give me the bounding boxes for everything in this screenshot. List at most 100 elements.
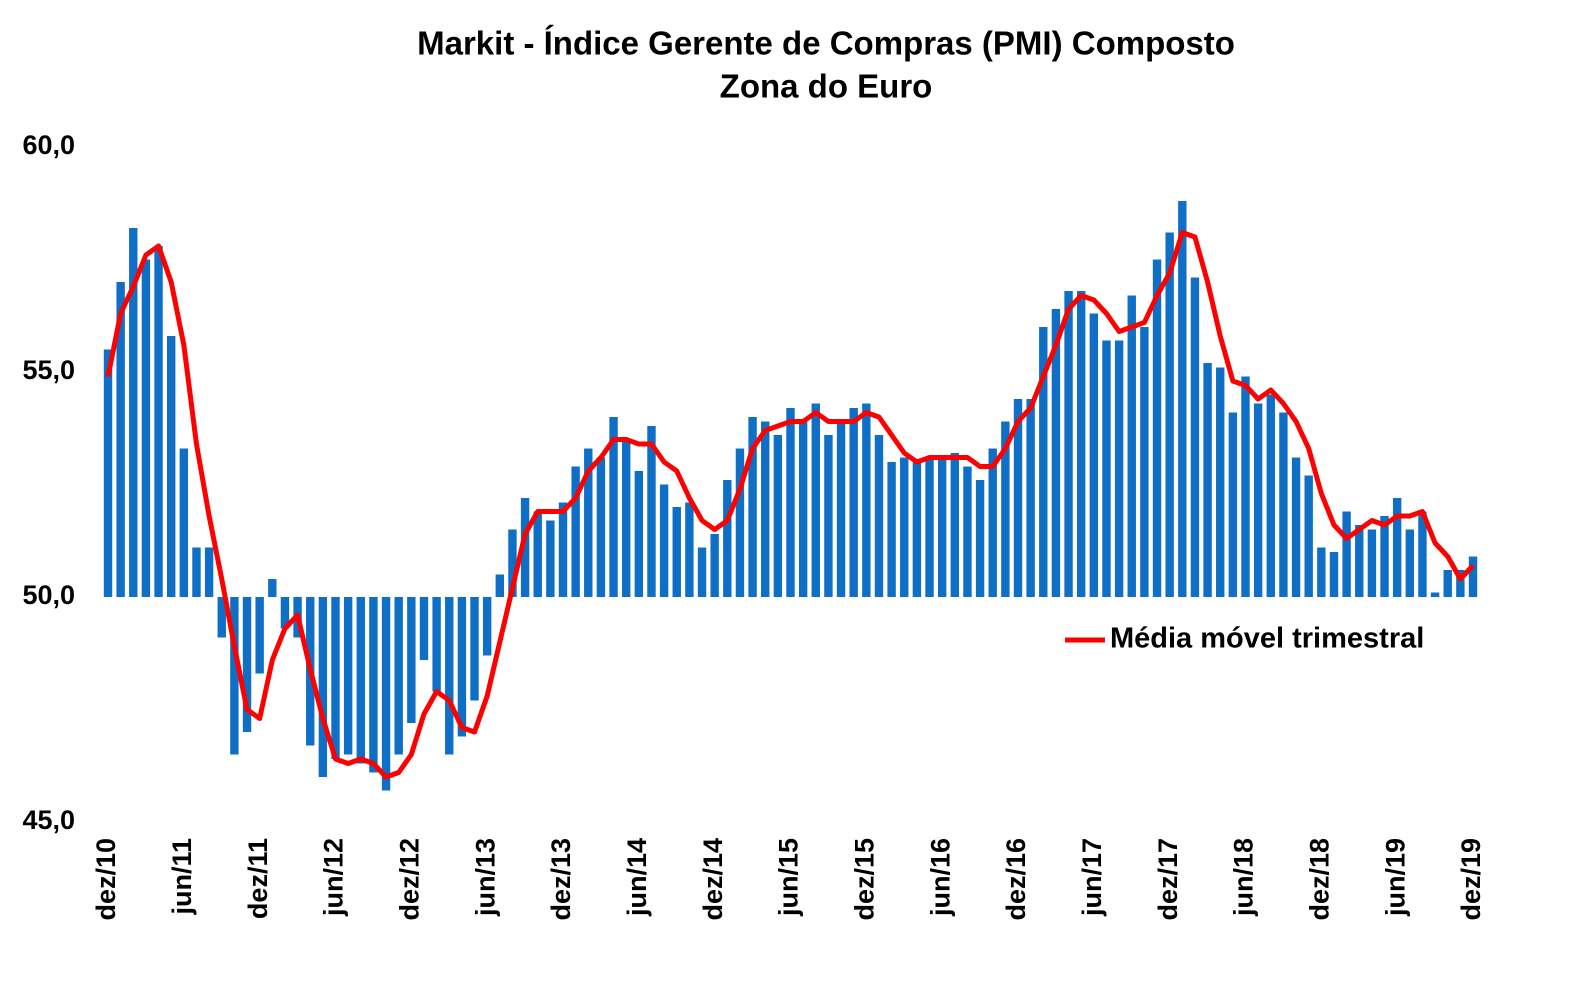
bar <box>1392 498 1402 597</box>
x-tick-label: jun/16 <box>925 838 955 917</box>
bar <box>900 457 909 597</box>
x-tick-label: jun/11 <box>167 838 197 916</box>
bar <box>1380 516 1389 597</box>
bar <box>975 480 985 597</box>
bar <box>1405 529 1415 597</box>
y-tick-label: 45,0 <box>22 805 75 835</box>
bar <box>963 466 972 597</box>
bar <box>280 597 290 629</box>
bar <box>533 511 542 597</box>
x-tick-label: jun/13 <box>470 838 500 917</box>
bar <box>1291 457 1301 597</box>
bar <box>1076 291 1086 597</box>
x-tick-label: jun/12 <box>319 838 349 917</box>
bar <box>103 349 113 597</box>
x-tick-label: dez/17 <box>1153 838 1183 921</box>
bar <box>786 408 795 597</box>
bar <box>482 597 492 656</box>
bar <box>672 507 681 597</box>
bar <box>811 403 820 597</box>
bar <box>874 435 884 597</box>
bar <box>798 421 808 597</box>
bar <box>862 403 871 597</box>
bar <box>1039 327 1048 597</box>
bar <box>988 448 997 597</box>
bar <box>925 457 934 597</box>
bar <box>937 457 947 597</box>
x-tick-label: dez/14 <box>698 838 728 921</box>
bar <box>242 597 252 732</box>
bar <box>659 484 669 597</box>
bar <box>141 259 151 597</box>
bar <box>204 547 214 597</box>
bar <box>546 520 555 597</box>
x-tick-label: dez/13 <box>546 838 576 921</box>
x-tick-label: jun/17 <box>1077 838 1107 917</box>
bar <box>394 597 403 755</box>
bar <box>609 417 618 597</box>
bar <box>369 597 378 773</box>
bar <box>457 597 467 737</box>
bar <box>1203 363 1212 597</box>
bar <box>735 448 745 597</box>
bar <box>950 453 960 597</box>
bar <box>1026 399 1035 597</box>
bar <box>1329 552 1339 597</box>
bar <box>230 597 239 755</box>
bar <box>1317 547 1326 597</box>
bar <box>1165 232 1174 597</box>
x-tick-label: dez/16 <box>1001 838 1031 921</box>
bar <box>836 421 846 597</box>
bar <box>596 457 606 597</box>
bar <box>723 480 732 597</box>
bar <box>1355 525 1364 597</box>
bar <box>1190 277 1200 597</box>
bar <box>445 597 454 755</box>
x-tick-label: dez/12 <box>394 838 424 921</box>
bar <box>621 439 631 597</box>
x-tick-label: jun/19 <box>1380 838 1410 917</box>
bar <box>116 282 125 597</box>
bar <box>558 502 568 597</box>
x-tick-label: dez/18 <box>1304 838 1334 921</box>
bar <box>343 597 353 755</box>
bar <box>634 471 644 597</box>
bar <box>1051 309 1061 597</box>
bar <box>773 435 783 597</box>
bar <box>1001 421 1010 597</box>
bar <box>1127 295 1136 597</box>
bar <box>912 462 922 597</box>
bar <box>1178 201 1187 597</box>
x-tick-label: jun/14 <box>622 838 652 917</box>
bar <box>508 529 517 597</box>
bar <box>192 547 201 597</box>
bar <box>571 466 580 597</box>
bar <box>1253 403 1263 597</box>
bar <box>331 597 340 759</box>
bar <box>710 534 719 597</box>
bar <box>697 547 707 597</box>
bar <box>1430 592 1440 597</box>
bar <box>495 574 505 597</box>
x-tick-label: dez/15 <box>849 838 879 921</box>
bar <box>1279 412 1288 597</box>
chart-title: Markit - Índice Gerente de Compras (PMI)… <box>417 25 1235 62</box>
bar <box>470 597 479 701</box>
bar <box>748 417 757 597</box>
bar <box>1228 412 1238 597</box>
bar <box>432 597 441 692</box>
x-tick-label: dez/10 <box>91 838 121 921</box>
bar <box>1367 529 1377 597</box>
bar <box>1304 475 1313 597</box>
bar <box>1089 313 1099 597</box>
legend-label: Média móvel trimestral <box>1110 623 1424 655</box>
line-series <box>105 230 1475 780</box>
bar <box>407 597 416 723</box>
bar <box>1241 376 1250 597</box>
bar <box>129 228 138 597</box>
bar <box>1114 340 1124 597</box>
bar <box>255 597 264 674</box>
bar <box>647 426 656 597</box>
x-tick-label: dez/19 <box>1456 838 1486 921</box>
bar <box>356 597 365 764</box>
